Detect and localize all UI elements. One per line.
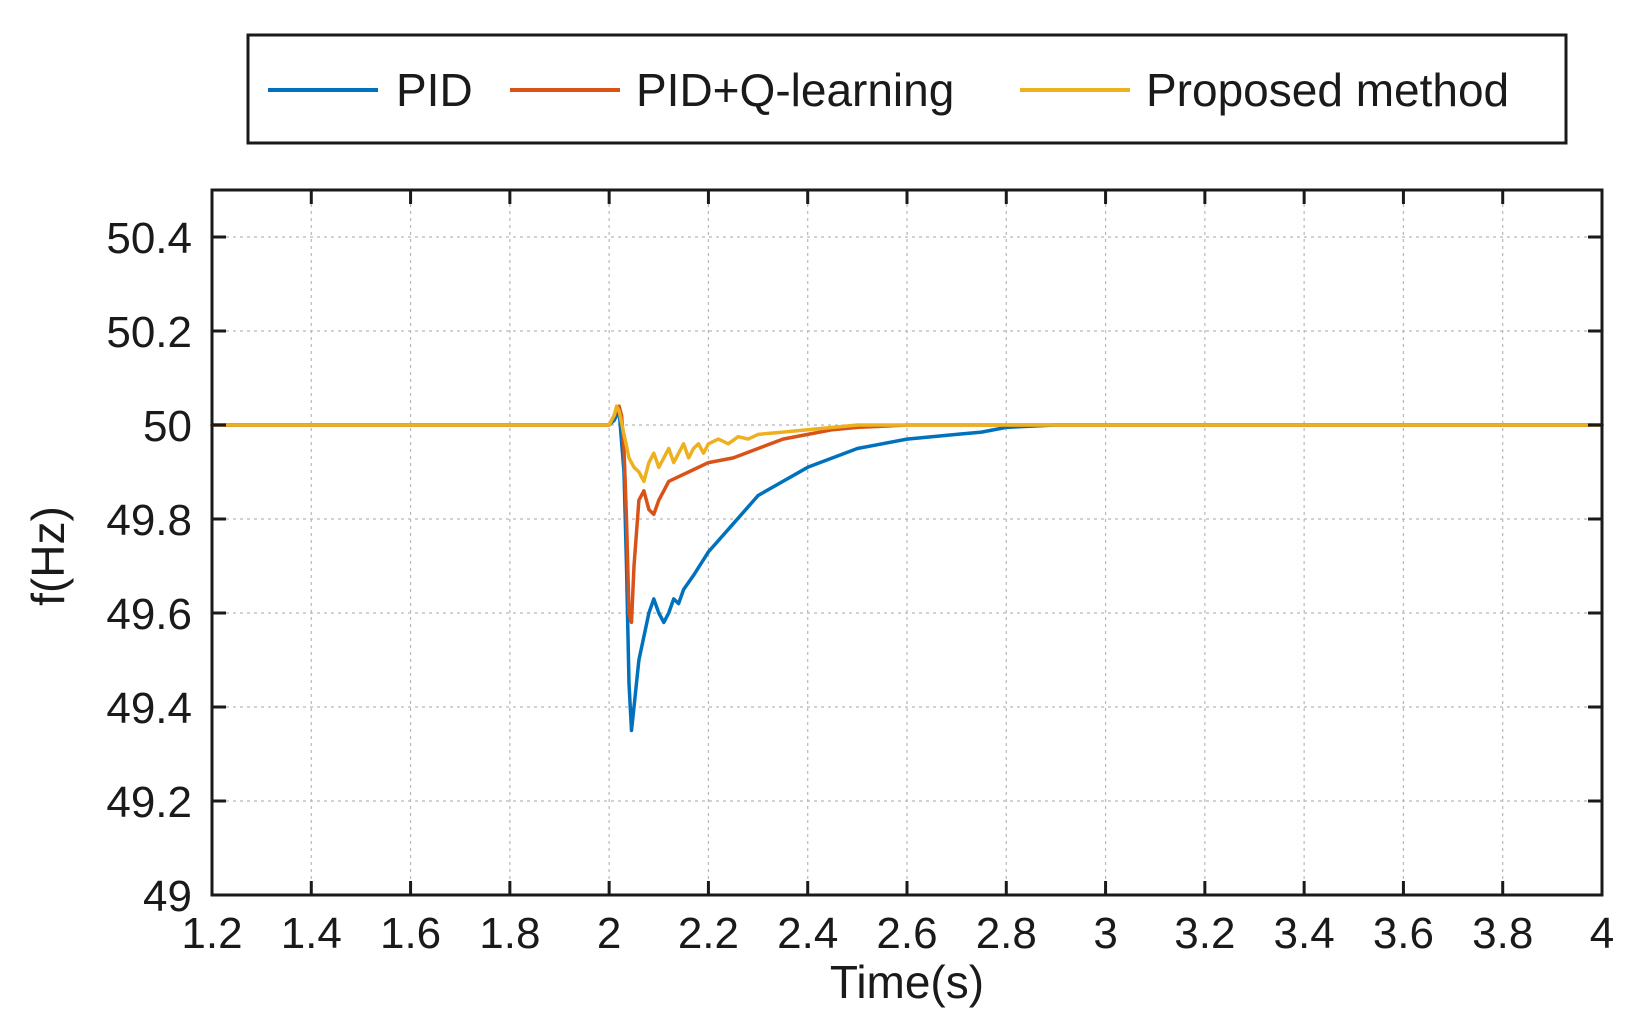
x-tick-label: 2.4 bbox=[777, 909, 838, 958]
x-tick-label: 1.8 bbox=[479, 909, 540, 958]
x-tick-label: 2.2 bbox=[678, 909, 739, 958]
legend-label-proposed-method: Proposed method bbox=[1146, 64, 1509, 116]
x-tick-label: 2.8 bbox=[976, 909, 1037, 958]
y-tick-labels: 49 49.2 49.4 49.6 49.8 50 50.2 50.4 bbox=[106, 214, 192, 921]
x-tick-label: 4 bbox=[1590, 909, 1614, 958]
y-tick-label: 50 bbox=[143, 402, 192, 451]
y-tick-label: 49.4 bbox=[106, 684, 192, 733]
y-axis-label: f(Hz) bbox=[22, 506, 74, 606]
x-tick-label: 3.2 bbox=[1174, 909, 1235, 958]
x-tick-label: 1.2 bbox=[181, 909, 242, 958]
y-tick-label: 50.4 bbox=[106, 214, 192, 263]
y-tick-label: 49.8 bbox=[106, 496, 192, 545]
x-tick-label: 1.4 bbox=[281, 909, 342, 958]
y-tick-label: 49.2 bbox=[106, 778, 192, 827]
legend-label-pid-q-learning: PID+Q-learning bbox=[636, 64, 954, 116]
y-tick-label: 49 bbox=[143, 872, 192, 921]
grid bbox=[212, 190, 1602, 895]
x-tick-label: 3.8 bbox=[1472, 909, 1533, 958]
x-tick-labels: 1.2 1.4 1.6 1.8 2 2.2 2.4 2.6 2.8 3 3.2 3.4 3.6 3.8 4 bbox=[181, 909, 1614, 958]
x-tick-label: 3.4 bbox=[1274, 909, 1335, 958]
legend-label-pid: PID bbox=[396, 64, 473, 116]
legend: PID PID+Q-learning Proposed method bbox=[246, 33, 1568, 145]
y-tick-label: 50.2 bbox=[106, 308, 192, 357]
y-tick-label: 49.6 bbox=[106, 590, 192, 639]
x-tick-label: 2 bbox=[597, 909, 621, 958]
x-tick-label: 3 bbox=[1093, 909, 1117, 958]
x-axis-label: Time(s) bbox=[830, 956, 984, 1008]
x-tick-label: 1.6 bbox=[380, 909, 441, 958]
tick-marks bbox=[210, 190, 1604, 897]
x-tick-label: 2.6 bbox=[876, 909, 937, 958]
series-line-proposed-method bbox=[210, 404, 1604, 484]
legend-frame bbox=[246, 33, 1568, 145]
series-group bbox=[210, 404, 1604, 733]
x-tick-label: 3.6 bbox=[1373, 909, 1434, 958]
